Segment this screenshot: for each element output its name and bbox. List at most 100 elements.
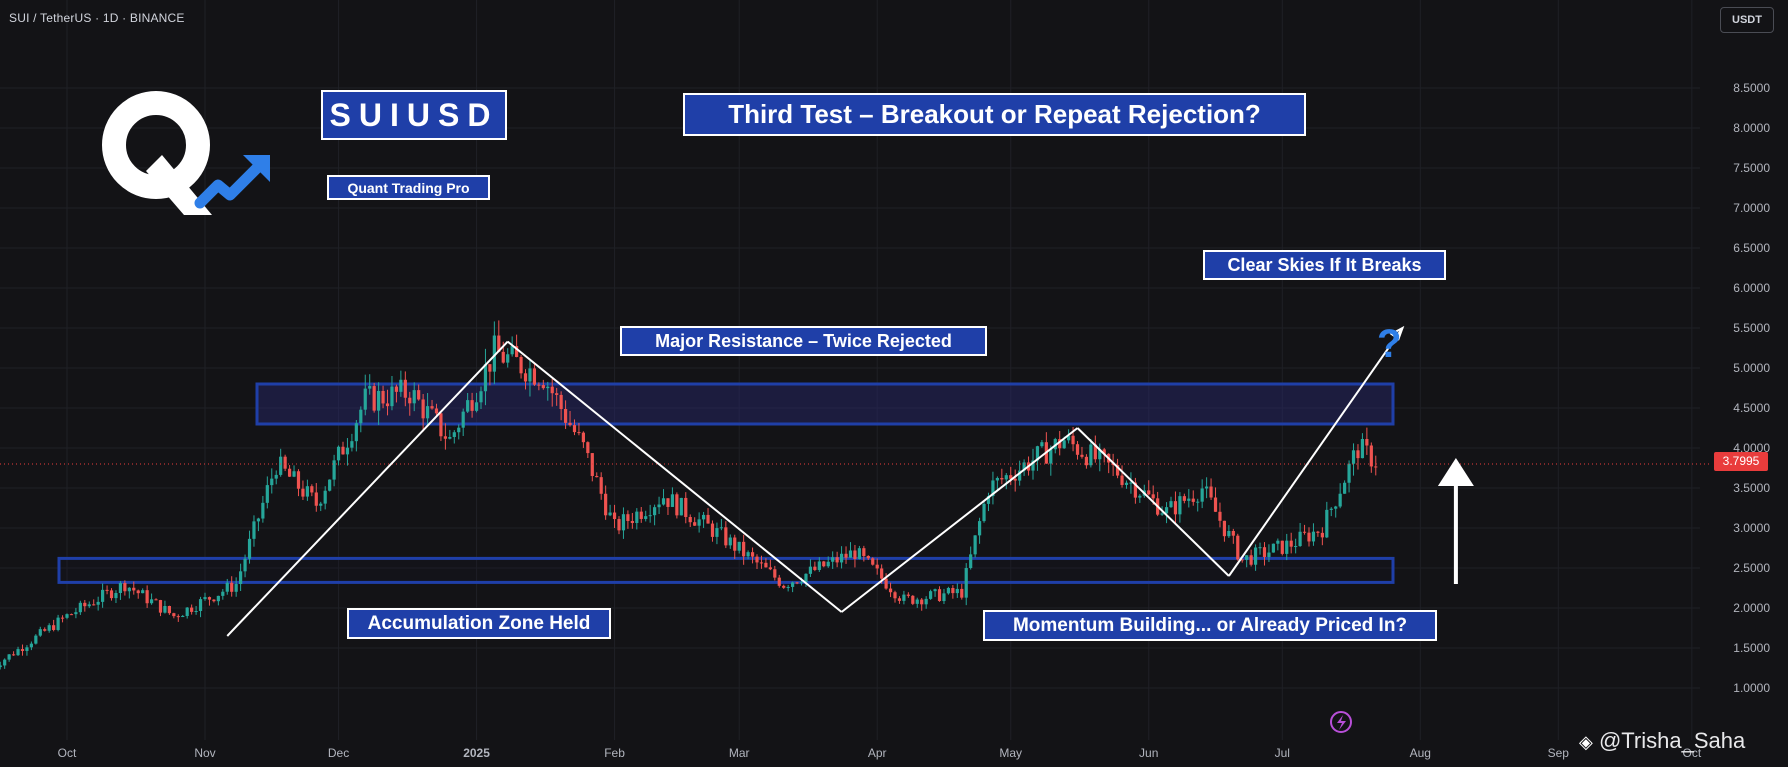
y-tick-label: 2.5000 bbox=[1733, 561, 1770, 575]
candle-body bbox=[421, 399, 425, 419]
candle-body bbox=[1267, 552, 1271, 557]
candle-body bbox=[425, 406, 430, 419]
candle-body bbox=[871, 558, 875, 565]
candle-body bbox=[1280, 540, 1284, 554]
candle-body bbox=[929, 591, 933, 599]
candle-body bbox=[1307, 532, 1311, 542]
candle-body bbox=[964, 568, 968, 598]
candle-body bbox=[653, 507, 657, 516]
candle-body bbox=[617, 519, 621, 531]
candle-body bbox=[1040, 442, 1044, 447]
candle-body bbox=[1285, 540, 1289, 554]
candle-body bbox=[430, 406, 434, 409]
candle-body bbox=[1018, 470, 1022, 481]
candle-body bbox=[906, 594, 910, 596]
candle-body bbox=[804, 573, 808, 583]
lightning-icon-bolt bbox=[1337, 715, 1346, 730]
candle-body bbox=[960, 588, 964, 598]
candle-body bbox=[1209, 486, 1213, 498]
candle-body bbox=[497, 335, 501, 352]
candle-body bbox=[167, 606, 171, 614]
candle-body bbox=[65, 614, 69, 618]
candle-body bbox=[305, 486, 309, 497]
currency-button[interactable]: USDT bbox=[1720, 7, 1774, 33]
candle-body bbox=[951, 587, 955, 594]
candle-body bbox=[862, 548, 866, 556]
candle-body bbox=[755, 556, 759, 563]
candle-body bbox=[310, 486, 314, 493]
candle-body bbox=[154, 599, 158, 601]
candle-body bbox=[982, 503, 986, 522]
candle-body bbox=[243, 558, 247, 572]
candle-body bbox=[354, 423, 358, 442]
candle-body bbox=[7, 654, 11, 660]
author-handle: @Trisha_Saha bbox=[1598, 728, 1746, 753]
y-tick-label: 4.5000 bbox=[1733, 401, 1770, 415]
candle-body bbox=[403, 379, 407, 398]
candle-body bbox=[301, 488, 305, 497]
support-zone bbox=[57, 556, 1395, 584]
candle-body bbox=[198, 599, 203, 611]
candle-body bbox=[577, 432, 581, 434]
candle-body bbox=[1120, 475, 1124, 485]
candle-body bbox=[118, 583, 123, 594]
x-tick-label: Jul bbox=[1275, 746, 1290, 760]
candle-body bbox=[368, 386, 372, 389]
candle-body bbox=[1356, 450, 1360, 459]
candle-body bbox=[381, 390, 385, 404]
candle-body bbox=[359, 409, 363, 424]
candle-body bbox=[621, 514, 626, 531]
candle-body bbox=[782, 585, 786, 588]
trend-lines bbox=[226, 327, 1458, 637]
candle-body bbox=[897, 598, 902, 601]
candle-body bbox=[661, 498, 666, 505]
candle-body bbox=[1338, 493, 1342, 507]
candle-body bbox=[1294, 546, 1298, 548]
candle-body bbox=[1253, 547, 1258, 565]
candle-body bbox=[390, 386, 394, 407]
candle-body bbox=[11, 654, 16, 656]
candle-body bbox=[942, 593, 946, 602]
candle-body bbox=[60, 617, 65, 619]
trend-line bbox=[226, 340, 509, 637]
candle-body bbox=[595, 475, 599, 478]
candle-body bbox=[888, 588, 893, 593]
candle-body bbox=[630, 520, 634, 524]
candle-body bbox=[1222, 520, 1227, 537]
candle-body bbox=[74, 612, 78, 615]
candle-body bbox=[123, 583, 127, 592]
candle-body bbox=[604, 493, 608, 516]
candle-body bbox=[608, 512, 612, 516]
candle-body bbox=[176, 616, 180, 618]
candle-body bbox=[648, 515, 652, 517]
candle-body bbox=[777, 577, 781, 586]
candle-body bbox=[443, 436, 447, 439]
candle-body bbox=[377, 390, 381, 411]
trend-line bbox=[507, 340, 843, 613]
candle-body bbox=[265, 485, 269, 503]
candle-body bbox=[372, 386, 376, 411]
candle-body bbox=[141, 590, 145, 594]
candles bbox=[0, 320, 1378, 670]
candle-body bbox=[813, 566, 817, 570]
candle-body bbox=[336, 446, 341, 461]
candle-body bbox=[546, 386, 550, 389]
candle-body bbox=[501, 351, 505, 363]
candle-body bbox=[399, 379, 403, 392]
candle-body bbox=[835, 557, 839, 563]
candle-body bbox=[715, 528, 719, 537]
breakout-arrowhead bbox=[1389, 325, 1405, 341]
candle-body bbox=[555, 393, 559, 395]
candle-body bbox=[38, 629, 42, 636]
candle-body bbox=[1169, 501, 1173, 508]
candle-body bbox=[586, 442, 590, 454]
y-tick-label: 2.0000 bbox=[1733, 601, 1770, 615]
x-tick-label: Feb bbox=[604, 746, 625, 760]
candle-body bbox=[448, 437, 452, 439]
candle-body bbox=[52, 625, 56, 630]
candle-body bbox=[69, 614, 74, 616]
candle-body bbox=[808, 566, 813, 574]
candle-body bbox=[933, 589, 937, 592]
candle-body bbox=[1311, 531, 1316, 542]
